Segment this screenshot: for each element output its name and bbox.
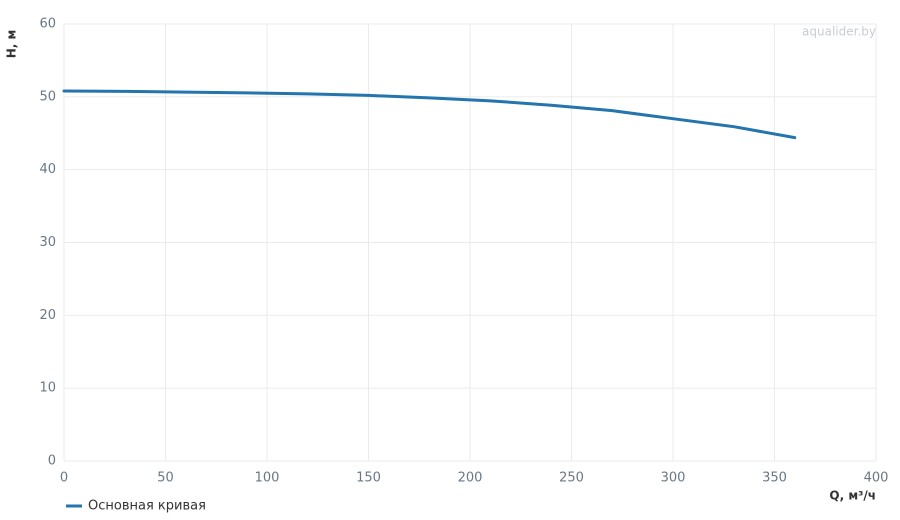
x-tick-label: 100 <box>255 471 280 486</box>
y-axis-label: H, м <box>5 30 19 59</box>
y-tick-label: 30 <box>39 235 56 250</box>
watermark: aqualider.by <box>802 25 876 39</box>
x-tick-label: 0 <box>60 471 68 486</box>
y-tick-label: 10 <box>39 381 56 396</box>
x-tick-label: 300 <box>661 471 686 486</box>
y-tick-label: 0 <box>48 454 56 469</box>
line-series <box>62 89 797 140</box>
y-tick-label: 40 <box>39 162 56 177</box>
y-tick-label: 20 <box>39 308 56 323</box>
x-tick-label: 200 <box>458 471 483 486</box>
x-tick-label: 150 <box>356 471 381 486</box>
legend-label: Основная кривая <box>88 499 206 514</box>
x-tick-label: 350 <box>762 471 787 486</box>
x-tick-label: 400 <box>864 471 889 486</box>
x-tick-label: 250 <box>559 471 584 486</box>
x-axis-label: Q, м³/ч <box>829 489 876 503</box>
y-tick-label: 50 <box>39 89 56 104</box>
x-tick-label: 50 <box>157 471 174 486</box>
y-tick-label: 60 <box>39 17 56 32</box>
